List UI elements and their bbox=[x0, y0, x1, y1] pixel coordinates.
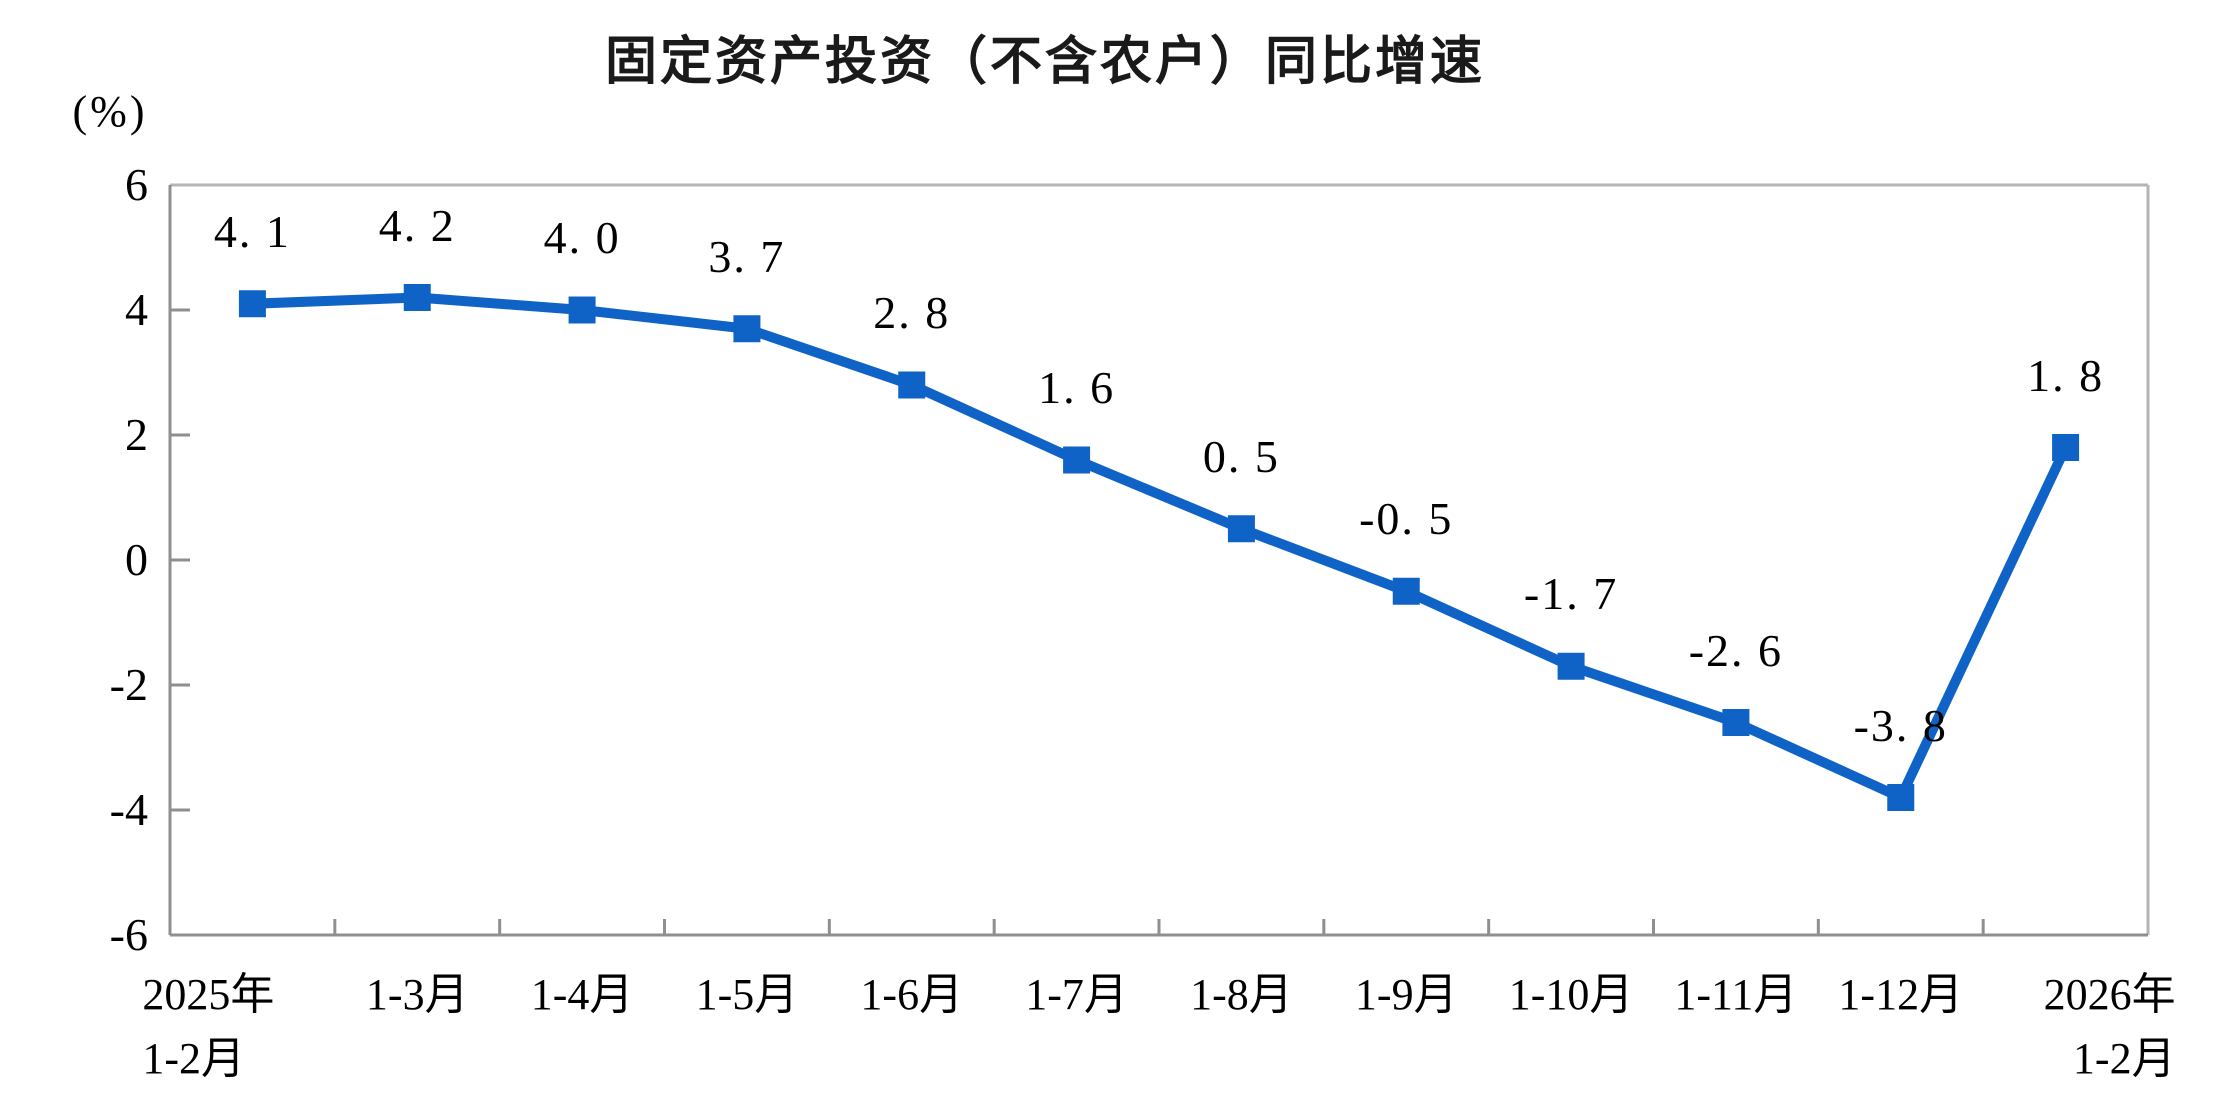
data-label: 2. 8 bbox=[873, 287, 951, 338]
series-line bbox=[247, 292, 2071, 803]
data-point-marker bbox=[568, 296, 596, 324]
x-axis-label: 1-8月 bbox=[1190, 970, 1293, 1019]
x-axis-label: 1-5月 bbox=[695, 970, 799, 1019]
data-label: 4. 2 bbox=[378, 199, 456, 251]
x-axis-label: 1-11月 bbox=[1674, 970, 1798, 1019]
x-axis-label: 1-12月 bbox=[1838, 970, 1964, 1019]
y-tick-label: -6 bbox=[109, 909, 148, 960]
data-point-marker bbox=[403, 284, 431, 311]
y-tick-label: 0 bbox=[125, 534, 148, 585]
data-label: -3. 8 bbox=[1853, 699, 1948, 751]
x-axis-label: 1-7月 bbox=[1025, 970, 1128, 1019]
x-axis-label: 1-4月 bbox=[530, 970, 634, 1019]
y-tick-label: 6 bbox=[125, 159, 148, 210]
data-point-marker bbox=[1227, 515, 1255, 543]
data-point-marker bbox=[1887, 784, 1915, 811]
x-axis-label: 1-3月 bbox=[365, 970, 469, 1019]
x-axis-label: 1-9月 bbox=[1354, 970, 1458, 1019]
data-label: 1. 6 bbox=[1038, 362, 1116, 413]
data-point-marker bbox=[733, 315, 761, 343]
y-tick-label: 4 bbox=[125, 284, 148, 335]
data-label: -1. 7 bbox=[1523, 568, 1619, 620]
data-label: 4. 0 bbox=[543, 212, 621, 263]
data-label: 4. 1 bbox=[213, 205, 291, 257]
data-point-marker bbox=[2052, 434, 2080, 461]
x-axis-label: 1-6月 bbox=[860, 970, 964, 1019]
data-point-marker bbox=[1063, 446, 1091, 474]
y-axis-unit-label: (%) bbox=[72, 87, 148, 136]
data-point-marker bbox=[898, 371, 926, 399]
y-tick-label: -4 bbox=[109, 784, 148, 835]
data-label: 0. 5 bbox=[1202, 430, 1280, 482]
data-point-marker bbox=[238, 290, 266, 318]
x-axis-label: 2026年 1-2月 bbox=[2043, 970, 2176, 1083]
data-label: 3. 7 bbox=[708, 230, 786, 282]
x-axis-label: 2025年 1-2月 bbox=[142, 970, 275, 1083]
y-tick-label: 2 bbox=[125, 409, 148, 460]
data-label: 1. 8 bbox=[2027, 349, 2105, 401]
chart-title: 固定资产投资（不含农户）同比增速 bbox=[604, 33, 1485, 91]
y-tick-label: -2 bbox=[109, 659, 148, 710]
data-label: -2. 6 bbox=[1688, 624, 1784, 676]
data-point-marker bbox=[1557, 652, 1585, 680]
x-axis-label: 1-10月 bbox=[1508, 970, 1634, 1019]
data-point-marker bbox=[1392, 577, 1420, 605]
data-point-marker bbox=[1722, 709, 1750, 736]
data-label: -0. 5 bbox=[1359, 493, 1454, 545]
